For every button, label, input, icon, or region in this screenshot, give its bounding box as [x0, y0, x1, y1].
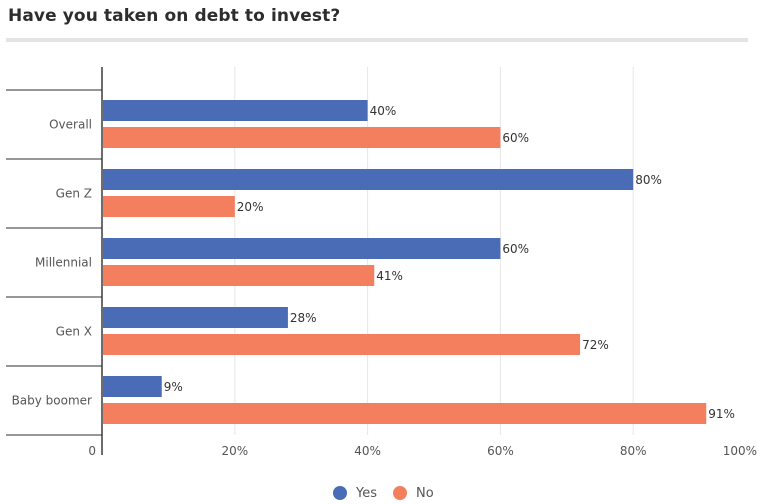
bar-no — [103, 334, 581, 355]
category-label: Baby boomer — [12, 394, 92, 408]
legend-label: Yes — [356, 485, 377, 501]
category-label: Overall — [49, 118, 92, 132]
data-label: 80% — [635, 173, 662, 187]
bar-no — [103, 196, 235, 217]
bar-yes — [103, 376, 162, 397]
bar-yes — [103, 238, 501, 259]
data-label: 41% — [376, 269, 403, 283]
data-label: 9% — [164, 380, 183, 394]
data-label: 20% — [237, 200, 264, 214]
x-tick-label: 100% — [723, 444, 757, 458]
category-label: Millennial — [35, 256, 92, 270]
data-label: 72% — [582, 338, 609, 352]
data-label: 40% — [370, 104, 397, 118]
data-label: 91% — [708, 407, 735, 421]
bar-yes — [103, 307, 288, 328]
chart-legend: Yes No — [0, 484, 761, 504]
legend-item-no[interactable]: No — [393, 484, 434, 502]
data-label: 28% — [290, 311, 317, 325]
bar-yes — [103, 100, 368, 121]
bar-chart: Overall Gen Z Millennial Gen X Baby boomer 40… — [6, 67, 757, 458]
bar-no — [103, 403, 707, 424]
bar-no — [103, 127, 501, 148]
category-label: Gen X — [56, 325, 92, 339]
legend-label: No — [416, 485, 434, 501]
bar-yes — [103, 169, 634, 190]
legend-item-yes[interactable]: Yes — [333, 484, 377, 502]
x-tick-label: 80% — [620, 444, 647, 458]
legend-swatch — [393, 486, 407, 500]
x-tick-label: 40% — [354, 444, 381, 458]
legend-swatch — [333, 486, 347, 500]
chart-title: Have you taken on debt to invest? — [8, 6, 341, 26]
category-label: Gen Z — [56, 187, 92, 201]
data-label: 60% — [502, 131, 529, 145]
x-tick-label: 60% — [487, 444, 514, 458]
bar-no — [103, 265, 375, 286]
data-label: 60% — [502, 242, 529, 256]
title-divider — [6, 38, 748, 42]
x-tick-label: 20% — [221, 444, 248, 458]
x-tick-label: 0 — [88, 444, 96, 458]
